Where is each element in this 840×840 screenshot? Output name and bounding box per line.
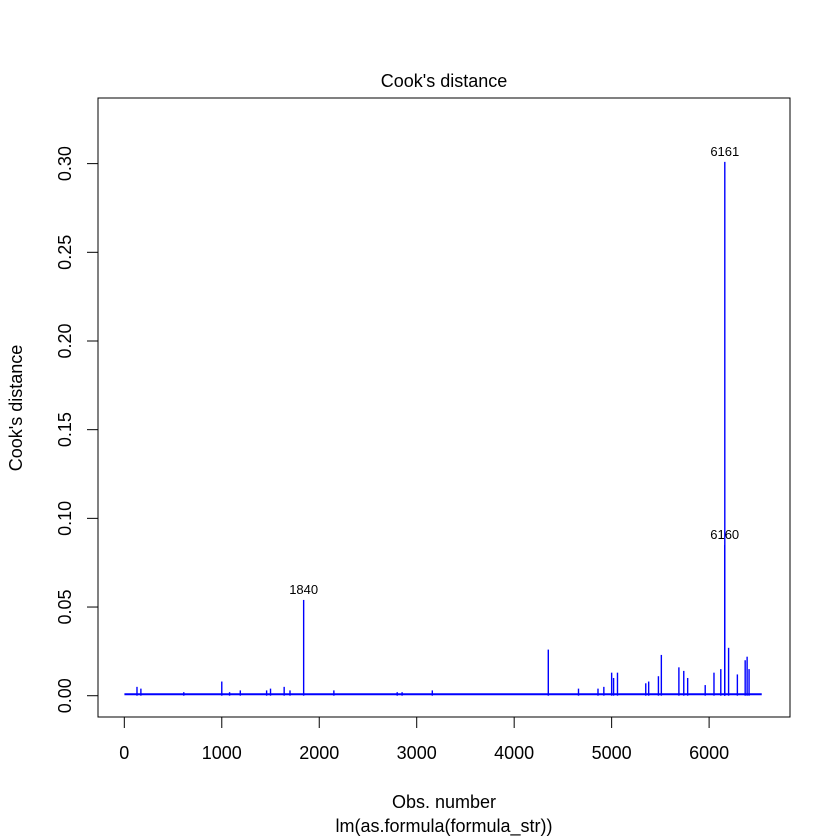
y-tick-label: 0.00 bbox=[55, 678, 75, 713]
y-tick-label: 0.10 bbox=[55, 501, 75, 536]
y-tick-label: 0.15 bbox=[55, 412, 75, 447]
y-tick-label: 0.05 bbox=[55, 590, 75, 625]
point-labels: 6161 6160 1840 bbox=[289, 144, 739, 597]
x-tick-label: 5000 bbox=[592, 743, 632, 763]
chart-title: Cook's distance bbox=[381, 71, 508, 91]
y-axis: 0.00 0.05 0.10 0.15 0.20 0.25 0.30 bbox=[55, 146, 99, 713]
y-tick-label: 0.25 bbox=[55, 235, 75, 270]
point-label: 1840 bbox=[289, 582, 318, 597]
x-axis-label: Obs. number bbox=[392, 792, 496, 812]
data-layer bbox=[124, 161, 762, 696]
x-tick-label: 1000 bbox=[202, 743, 242, 763]
x-tick-label: 2000 bbox=[299, 743, 339, 763]
x-tick-label: 0 bbox=[119, 743, 129, 763]
x-tick-label: 3000 bbox=[397, 743, 437, 763]
x-tick-label: 4000 bbox=[494, 743, 534, 763]
x-tick-label: 6000 bbox=[689, 743, 729, 763]
x-axis: 0 1000 2000 3000 4000 5000 6000 bbox=[119, 716, 729, 763]
y-axis-label: Cook's distance bbox=[6, 345, 26, 472]
y-tick-label: 0.30 bbox=[55, 146, 75, 181]
model-formula-label: lm(as.formula(formula_str)) bbox=[335, 816, 552, 837]
plot-frame bbox=[97, 97, 791, 718]
point-label: 6160 bbox=[710, 527, 739, 542]
y-tick-label: 0.20 bbox=[55, 323, 75, 358]
point-label: 6161 bbox=[710, 144, 739, 159]
